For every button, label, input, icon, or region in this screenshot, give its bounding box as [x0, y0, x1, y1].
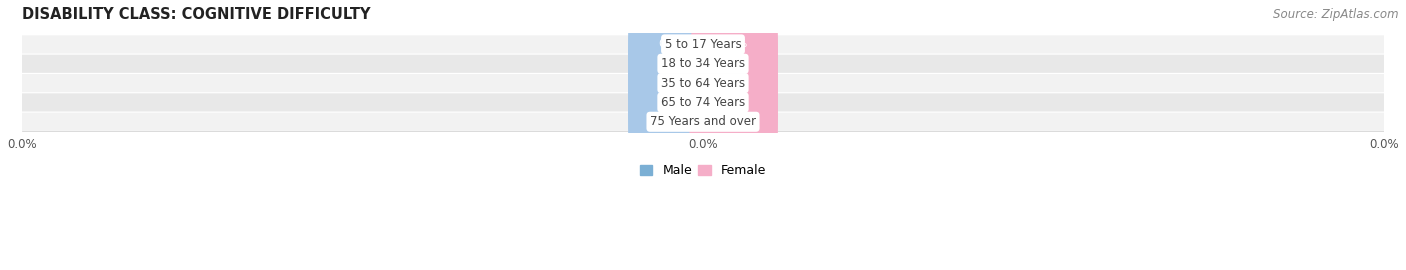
Text: 5 to 17 Years: 5 to 17 Years: [665, 38, 741, 51]
Text: 65 to 74 Years: 65 to 74 Years: [661, 96, 745, 109]
FancyBboxPatch shape: [21, 74, 1385, 92]
Text: 18 to 34 Years: 18 to 34 Years: [661, 57, 745, 70]
Text: DISABILITY CLASS: COGNITIVE DIFFICULTY: DISABILITY CLASS: COGNITIVE DIFFICULTY: [21, 7, 370, 22]
Text: 0.0%: 0.0%: [720, 39, 748, 49]
FancyBboxPatch shape: [628, 57, 717, 148]
Text: 0.0%: 0.0%: [658, 59, 686, 69]
FancyBboxPatch shape: [21, 113, 1385, 131]
Text: 0.0%: 0.0%: [720, 117, 748, 127]
FancyBboxPatch shape: [628, 76, 717, 167]
Legend: Male, Female: Male, Female: [636, 159, 770, 183]
Text: 0.0%: 0.0%: [720, 97, 748, 107]
Text: Source: ZipAtlas.com: Source: ZipAtlas.com: [1274, 8, 1399, 21]
Text: 0.0%: 0.0%: [720, 78, 748, 88]
FancyBboxPatch shape: [689, 38, 778, 128]
Text: 0.0%: 0.0%: [658, 78, 686, 88]
Text: 75 Years and over: 75 Years and over: [650, 115, 756, 128]
FancyBboxPatch shape: [21, 35, 1385, 53]
FancyBboxPatch shape: [689, 76, 778, 167]
FancyBboxPatch shape: [628, 19, 717, 109]
FancyBboxPatch shape: [21, 55, 1385, 73]
FancyBboxPatch shape: [689, 19, 778, 109]
Text: 0.0%: 0.0%: [658, 97, 686, 107]
Text: 0.0%: 0.0%: [658, 117, 686, 127]
FancyBboxPatch shape: [628, 0, 717, 90]
Text: 0.0%: 0.0%: [658, 39, 686, 49]
FancyBboxPatch shape: [689, 0, 778, 90]
Text: 0.0%: 0.0%: [720, 59, 748, 69]
FancyBboxPatch shape: [628, 38, 717, 128]
FancyBboxPatch shape: [21, 93, 1385, 112]
Text: 35 to 64 Years: 35 to 64 Years: [661, 77, 745, 90]
FancyBboxPatch shape: [689, 57, 778, 148]
